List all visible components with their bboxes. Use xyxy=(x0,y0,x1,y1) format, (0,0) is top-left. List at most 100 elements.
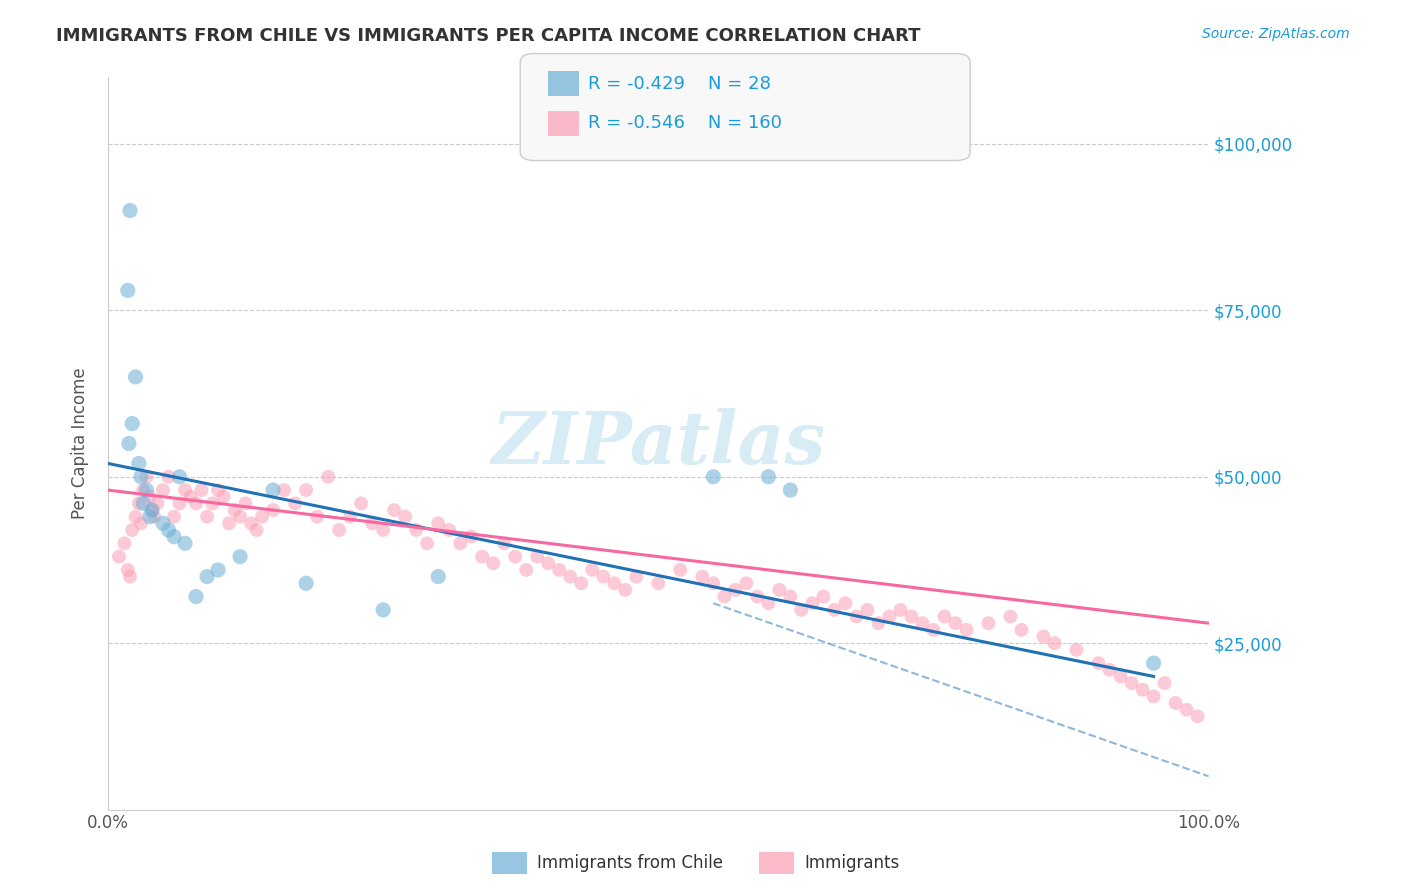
Point xyxy=(845,609,868,624)
Point xyxy=(141,503,163,517)
Point xyxy=(295,576,318,591)
Point xyxy=(128,457,150,471)
Point xyxy=(121,417,143,431)
Point xyxy=(955,623,977,637)
Point xyxy=(1142,690,1164,704)
Point xyxy=(911,616,934,631)
Point xyxy=(879,609,901,624)
Point xyxy=(143,509,166,524)
Point xyxy=(190,483,212,497)
Point xyxy=(889,603,911,617)
Point xyxy=(614,582,637,597)
Point xyxy=(713,590,735,604)
Point xyxy=(856,603,879,617)
Point xyxy=(218,516,240,531)
Point xyxy=(361,516,384,531)
Point xyxy=(328,523,350,537)
Point xyxy=(117,284,139,298)
Point xyxy=(790,603,813,617)
Text: Source: ZipAtlas.com: Source: ZipAtlas.com xyxy=(1202,27,1350,41)
Point xyxy=(581,563,603,577)
Text: Immigrants: Immigrants xyxy=(804,855,900,872)
Point xyxy=(350,496,373,510)
Point xyxy=(146,496,169,510)
Point xyxy=(1164,696,1187,710)
Point xyxy=(180,490,202,504)
Point xyxy=(1032,630,1054,644)
Text: IMMIGRANTS FROM CHILE VS IMMIGRANTS PER CAPITA INCOME CORRELATION CHART: IMMIGRANTS FROM CHILE VS IMMIGRANTS PER … xyxy=(56,27,921,45)
Point xyxy=(702,576,724,591)
Point xyxy=(174,536,197,550)
Point xyxy=(934,609,956,624)
Point xyxy=(224,503,246,517)
Point xyxy=(569,576,592,591)
Point xyxy=(128,496,150,510)
Point xyxy=(724,582,747,597)
Point xyxy=(813,590,835,604)
Point xyxy=(152,516,174,531)
Point xyxy=(900,609,922,624)
Point xyxy=(212,490,235,504)
Point xyxy=(702,469,724,483)
Point xyxy=(135,483,157,497)
Point xyxy=(1121,676,1143,690)
Point xyxy=(427,569,450,583)
Point xyxy=(494,536,516,550)
Text: R = -0.429    N = 28: R = -0.429 N = 28 xyxy=(588,75,770,93)
Point xyxy=(108,549,131,564)
Point xyxy=(626,569,648,583)
Point xyxy=(382,503,405,517)
Point xyxy=(647,576,669,591)
Point xyxy=(132,483,155,497)
Point xyxy=(262,483,284,497)
Point xyxy=(184,590,207,604)
Point xyxy=(163,530,186,544)
Point xyxy=(1175,703,1198,717)
Point xyxy=(184,496,207,510)
Text: ZIPatlas: ZIPatlas xyxy=(491,408,825,479)
Point xyxy=(945,616,967,631)
Point xyxy=(118,203,141,218)
Point xyxy=(373,523,395,537)
Text: Immigrants from Chile: Immigrants from Chile xyxy=(537,855,723,872)
Point xyxy=(273,483,295,497)
Point xyxy=(427,516,450,531)
Point xyxy=(307,509,329,524)
Point xyxy=(152,483,174,497)
Point xyxy=(471,549,494,564)
Point xyxy=(977,616,1000,631)
Point xyxy=(560,569,582,583)
Point xyxy=(922,623,945,637)
Point xyxy=(141,503,163,517)
Point xyxy=(174,483,197,497)
Point xyxy=(449,536,471,550)
Point xyxy=(603,576,626,591)
Point xyxy=(245,523,267,537)
Point xyxy=(1011,623,1033,637)
Point xyxy=(139,509,162,524)
Point xyxy=(1153,676,1175,690)
Point xyxy=(735,576,758,591)
Point xyxy=(284,496,307,510)
Point xyxy=(132,496,155,510)
Point xyxy=(240,516,263,531)
Point xyxy=(768,582,790,597)
Point xyxy=(669,563,692,577)
Point xyxy=(250,509,273,524)
Point xyxy=(405,523,427,537)
Point xyxy=(139,490,162,504)
Point xyxy=(503,549,526,564)
Point xyxy=(169,469,191,483)
Point xyxy=(195,509,218,524)
Point xyxy=(801,596,824,610)
Point xyxy=(207,563,229,577)
Point xyxy=(163,509,186,524)
Point xyxy=(482,556,505,570)
Point xyxy=(868,616,890,631)
Point xyxy=(121,523,143,537)
Point xyxy=(373,603,395,617)
Point xyxy=(118,436,141,450)
Point xyxy=(692,569,714,583)
Point xyxy=(1000,609,1022,624)
Point xyxy=(1187,709,1209,723)
